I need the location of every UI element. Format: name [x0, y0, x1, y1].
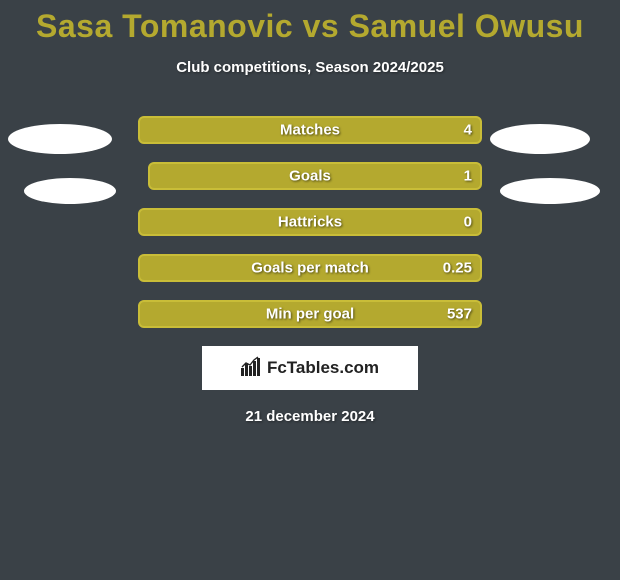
comparison-chart: Matches 4 Goals 1 Hattricks 0 Goals per match 0…	[0, 116, 620, 328]
stat-value: 4	[464, 122, 472, 139]
stat-value: 0	[464, 214, 472, 231]
stat-value: 537	[447, 306, 472, 323]
stat-label: Matches	[280, 122, 340, 139]
stat-label: Min per goal	[266, 306, 354, 323]
brand-text: FcTables.com	[267, 358, 379, 378]
stat-label: Goals	[289, 168, 331, 185]
stat-value: 1	[464, 168, 472, 185]
brand-badge: FcTables.com	[202, 346, 418, 390]
stat-label: Hattricks	[278, 214, 342, 231]
stat-value: 0.25	[443, 260, 472, 277]
page-title: Sasa Tomanovic vs Samuel Owusu	[0, 0, 620, 45]
stat-row: Min per goal 537	[0, 300, 620, 328]
date-text: 21 december 2024	[0, 408, 620, 425]
brand-chart-icon	[241, 356, 263, 381]
stat-row: Goals per match 0.25	[0, 254, 620, 282]
stat-label: Goals per match	[251, 260, 369, 277]
stat-row: Matches 4	[0, 116, 620, 144]
subtitle: Club competitions, Season 2024/2025	[0, 59, 620, 76]
stat-row: Goals 1	[0, 162, 620, 190]
stat-row: Hattricks 0	[0, 208, 620, 236]
